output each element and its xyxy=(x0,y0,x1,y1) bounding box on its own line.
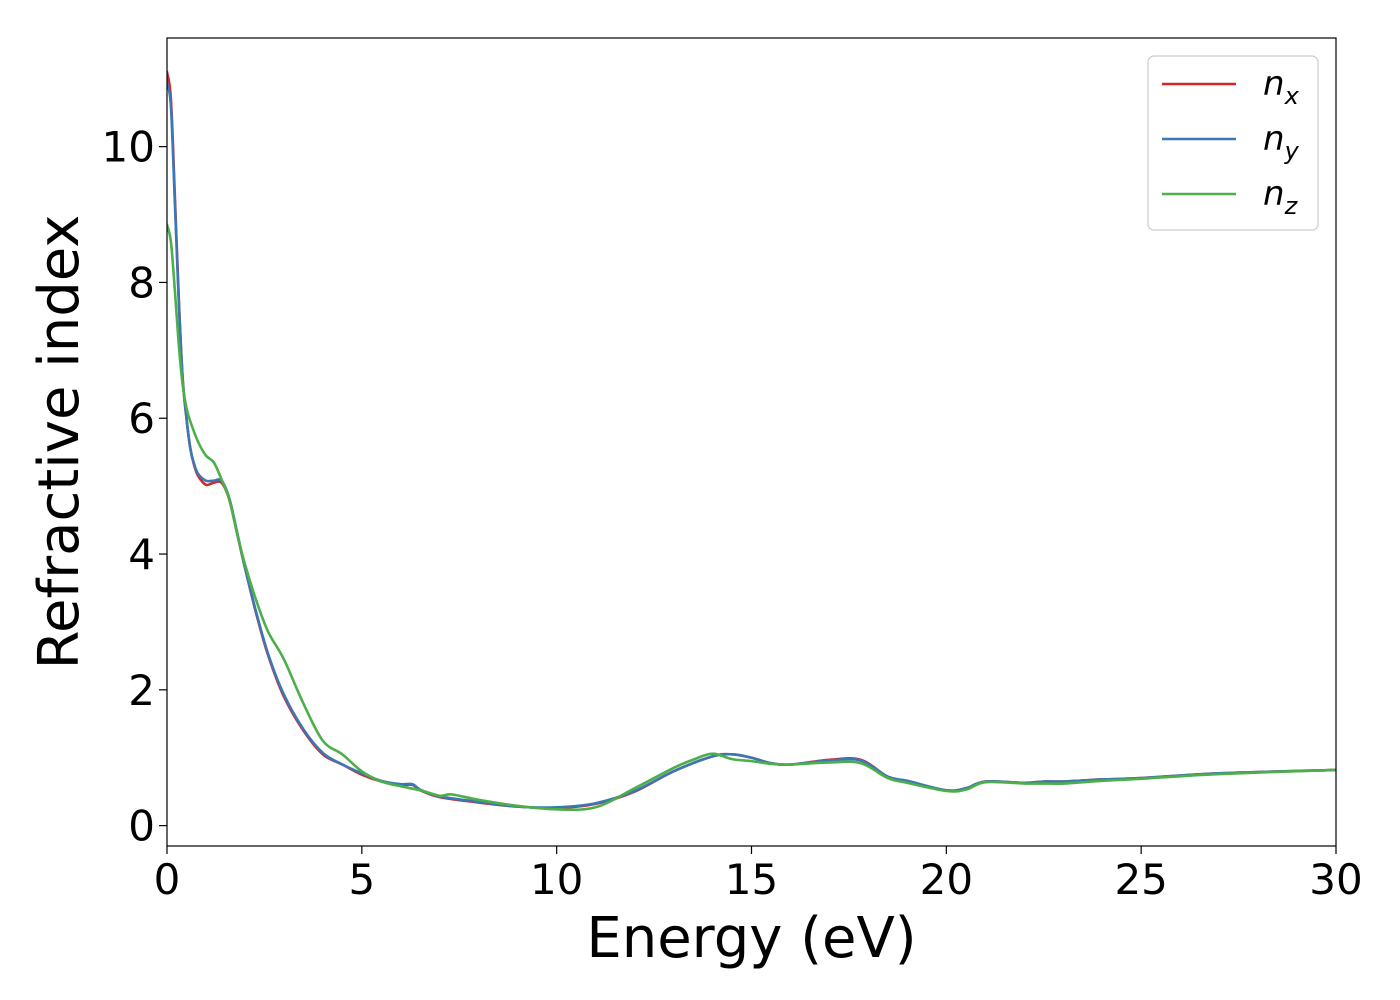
plot-area xyxy=(167,38,1336,846)
x-tick-label: 25 xyxy=(1114,855,1167,904)
legend-label-nz: nz xyxy=(1263,174,1299,220)
legend-label-ny: ny xyxy=(1263,119,1300,165)
x-axis-label: Energy (eV) xyxy=(586,906,916,971)
x-tick-label: 10 xyxy=(530,855,583,904)
x-axis-ticks: 0 5 10 15 20 25 30 xyxy=(154,846,1363,904)
y-tick-label: 2 xyxy=(128,666,155,715)
y-axis-label: Refractive index xyxy=(27,215,92,670)
y-tick-label: 10 xyxy=(102,123,155,172)
series-layer xyxy=(167,70,1336,812)
legend-box xyxy=(1147,55,1319,231)
legend-label-nx: nx xyxy=(1263,64,1300,110)
legend: nx ny nz xyxy=(1147,55,1319,231)
series-line-nz xyxy=(167,223,1336,812)
x-tick-label: 15 xyxy=(725,855,778,904)
x-tick-label: 30 xyxy=(1309,855,1362,904)
y-axis-ticks: 0 2 4 6 8 10 xyxy=(102,123,167,851)
x-tick-label: 0 xyxy=(154,855,181,904)
y-tick-label: 8 xyxy=(128,258,155,307)
y-tick-label: 0 xyxy=(128,802,155,851)
x-tick-label: 5 xyxy=(348,855,375,904)
y-tick-label: 6 xyxy=(128,394,155,443)
y-tick-label: 4 xyxy=(128,530,155,579)
x-tick-label: 20 xyxy=(920,855,973,904)
